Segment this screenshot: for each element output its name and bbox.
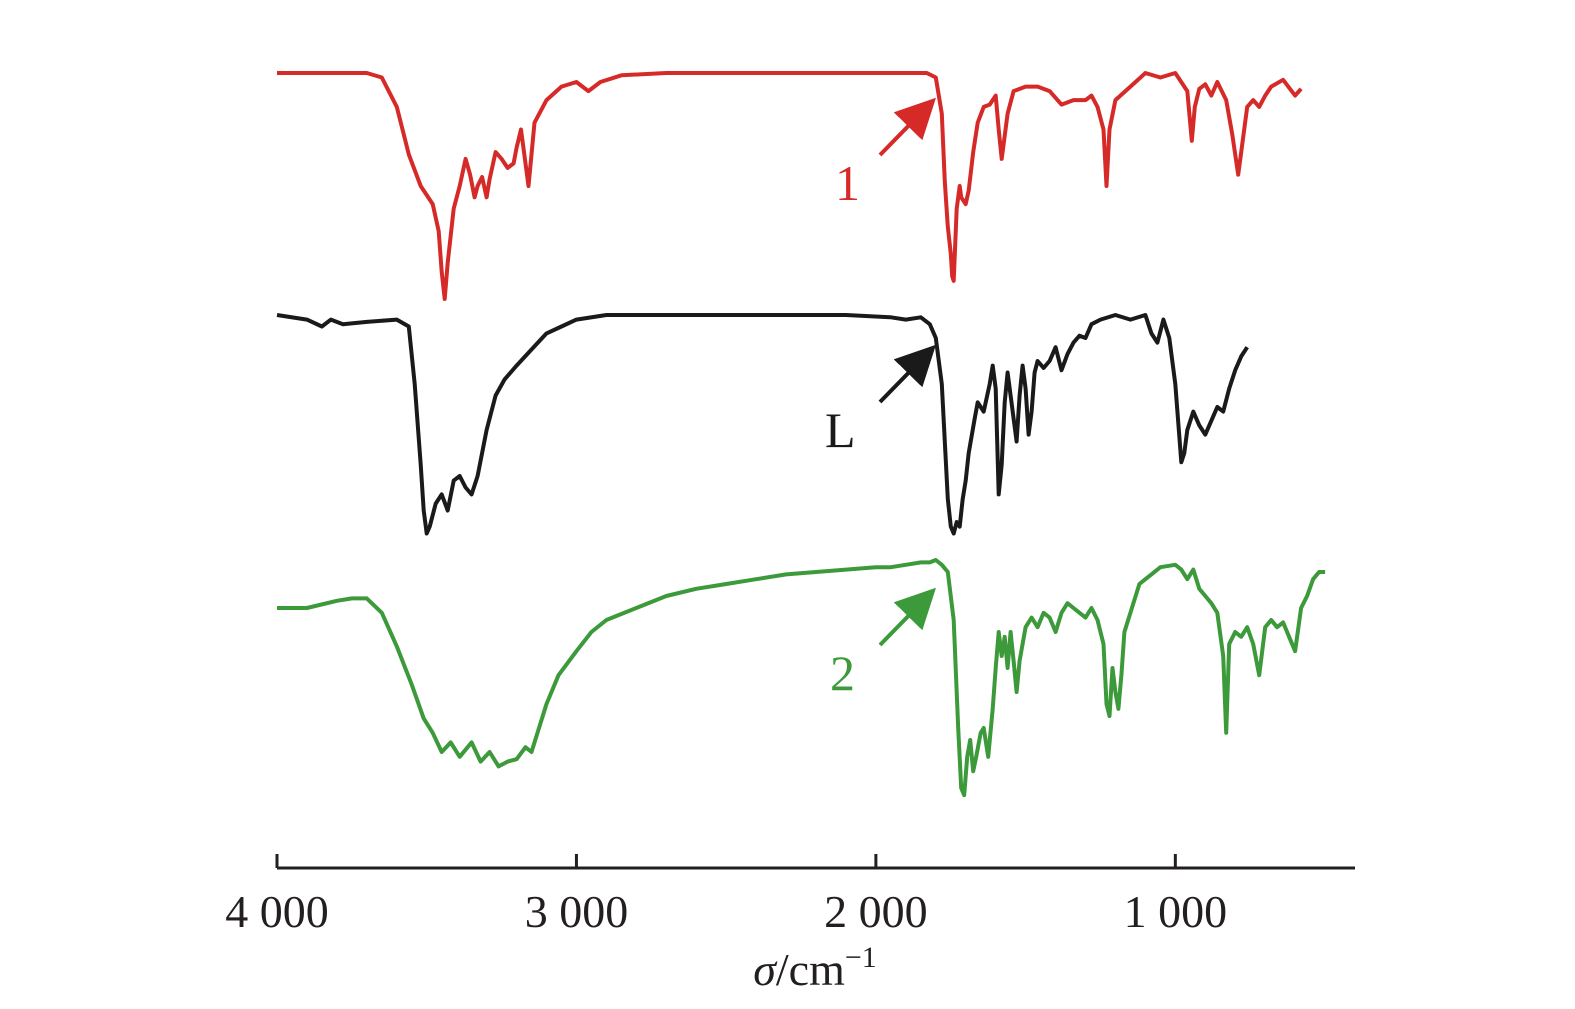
series-line-1 [277, 71, 1303, 301]
series-L-arrow [878, 344, 936, 404]
x-tick-label-3000: 3 000 [525, 886, 629, 937]
x-tick-label-4000: 4 000 [225, 886, 329, 937]
series-L-label: L [825, 402, 856, 458]
series-layer [276, 71, 1326, 798]
series-1-arrow [878, 97, 936, 157]
series-1-label: 1 [835, 155, 860, 211]
x-axis-symbol: σ [753, 944, 778, 995]
x-tick-label-2000: 2 000 [824, 886, 928, 937]
x-tick-label-1000: 1 000 [1124, 886, 1228, 937]
series-2-arrow [878, 587, 936, 647]
x-axis-slash: / [776, 944, 789, 995]
x-axis-title: σ/cm−1 [753, 941, 877, 995]
series-line-L [276, 313, 1249, 536]
series-line-2 [277, 558, 1326, 798]
x-axis-ticks: 4 000 3 000 2 000 1 000 [225, 854, 1227, 937]
x-axis-exponent: −1 [845, 941, 877, 974]
x-axis-unit: cm [789, 944, 845, 995]
series-2-label: 2 [830, 645, 855, 701]
